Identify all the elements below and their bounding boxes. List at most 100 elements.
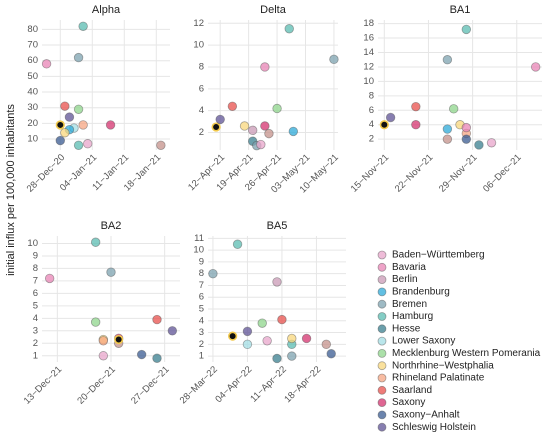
y-tick-label: 11 bbox=[194, 233, 204, 244]
legend-label: Rhineland Palatinate bbox=[392, 373, 485, 384]
y-tick-label: 18 bbox=[363, 18, 374, 29]
data-point bbox=[379, 120, 389, 130]
panel-title: Alpha bbox=[92, 4, 121, 16]
y-tick-label: 2 bbox=[199, 127, 204, 138]
legend-label: Northrhine−Westphalia bbox=[392, 360, 494, 371]
data-point bbox=[277, 314, 287, 325]
y-tick-label: 70 bbox=[27, 40, 38, 51]
x-tick-label: 15−Nov−21 bbox=[349, 152, 392, 195]
y-tick-label: 3 bbox=[199, 327, 204, 338]
x-tick-label: 06−Dec−21 bbox=[481, 152, 524, 195]
data-point bbox=[257, 318, 267, 328]
legend-marker bbox=[377, 262, 387, 272]
y-tick-label: 80 bbox=[27, 24, 38, 35]
legend-label: Lower Saxony bbox=[392, 336, 455, 347]
data-point bbox=[60, 128, 70, 138]
legend-label: Brandenburg bbox=[392, 287, 450, 298]
data-point bbox=[474, 140, 484, 150]
y-tick-label: 1 bbox=[199, 351, 204, 362]
data-point bbox=[301, 333, 312, 344]
y-tick-label: 10 bbox=[27, 134, 38, 145]
data-point bbox=[64, 112, 75, 122]
data-point bbox=[411, 120, 421, 130]
x-tick-label: 13−Dec−21 bbox=[22, 364, 65, 407]
y-tick-label: 3 bbox=[33, 325, 38, 336]
data-point bbox=[215, 114, 225, 125]
data-point bbox=[228, 331, 238, 341]
legend-marker bbox=[377, 410, 387, 420]
y-tick-label: 6 bbox=[33, 288, 38, 299]
data-point bbox=[288, 126, 299, 137]
data-point bbox=[260, 62, 270, 72]
legend-marker bbox=[377, 324, 387, 334]
data-point bbox=[73, 140, 84, 151]
legend-marker bbox=[377, 422, 387, 432]
data-point bbox=[256, 139, 266, 150]
legend-marker bbox=[377, 348, 387, 358]
data-point bbox=[247, 125, 258, 136]
data-point bbox=[114, 334, 124, 345]
data-point bbox=[242, 326, 253, 337]
legend-marker bbox=[377, 385, 387, 395]
data-point bbox=[287, 333, 297, 344]
data-point bbox=[442, 124, 453, 134]
data-point bbox=[98, 336, 109, 346]
data-point bbox=[461, 134, 472, 144]
data-point bbox=[73, 52, 84, 63]
legend-label: Schleswig Holstein bbox=[392, 422, 476, 433]
panel-title: BA2 bbox=[101, 220, 122, 232]
data-point bbox=[167, 326, 178, 336]
y-tick-label: 12 bbox=[193, 18, 204, 29]
data-point bbox=[41, 59, 52, 69]
y-tick-label: 10 bbox=[27, 238, 38, 249]
y-tick-label: 30 bbox=[27, 102, 38, 113]
y-tick-label: 8 bbox=[199, 268, 204, 279]
y-tick-label: 5 bbox=[199, 304, 204, 315]
y-tick-label: 14 bbox=[363, 47, 374, 58]
legend-marker bbox=[377, 398, 387, 408]
legend-marker bbox=[377, 287, 387, 297]
data-point bbox=[60, 101, 70, 111]
x-tick-label: 28−Mar−22 bbox=[178, 364, 220, 406]
panel-title: BA5 bbox=[267, 220, 288, 232]
legend-label: Mecklenburg Western Pomerania bbox=[392, 348, 541, 359]
x-tick-label: 29−Nov−21 bbox=[437, 152, 480, 195]
legend-label: Bavaria bbox=[392, 262, 426, 273]
data-point bbox=[98, 351, 109, 361]
data-point bbox=[152, 314, 162, 325]
plot-background bbox=[378, 20, 542, 150]
plot-background bbox=[208, 20, 338, 150]
panel-title: Delta bbox=[260, 4, 287, 16]
legend-marker bbox=[377, 275, 387, 285]
data-point bbox=[90, 317, 101, 327]
legend-label: Bremen bbox=[392, 299, 427, 310]
legend-marker bbox=[377, 312, 387, 321]
data-point bbox=[211, 122, 221, 132]
y-tick-label: 10 bbox=[363, 76, 374, 87]
data-point bbox=[486, 138, 497, 148]
x-tick-label: 04−Apr−22 bbox=[213, 364, 254, 405]
y-tick-label: 8 bbox=[199, 61, 204, 72]
data-point bbox=[272, 103, 282, 114]
data-point bbox=[83, 139, 93, 149]
data-point bbox=[152, 353, 162, 363]
data-point bbox=[272, 277, 282, 287]
y-tick-label: 16 bbox=[363, 33, 374, 44]
y-tick-label: 9 bbox=[199, 256, 204, 267]
data-point bbox=[44, 273, 55, 284]
y-tick-label: 7 bbox=[199, 280, 204, 291]
data-point bbox=[530, 62, 541, 72]
legend-label: Saxony bbox=[392, 397, 425, 408]
y-tick-label: 8 bbox=[369, 90, 374, 101]
data-point bbox=[262, 336, 272, 346]
data-point bbox=[73, 104, 84, 114]
legend-label: Saxony−Anhalt bbox=[392, 410, 460, 421]
y-tick-label: 60 bbox=[27, 55, 38, 66]
data-point bbox=[55, 135, 65, 146]
legend-label: Hesse bbox=[392, 323, 421, 334]
data-point bbox=[55, 120, 65, 130]
y-tick-label: 9 bbox=[33, 250, 38, 261]
legend-label: Hamburg bbox=[392, 311, 433, 322]
data-point bbox=[442, 55, 453, 65]
